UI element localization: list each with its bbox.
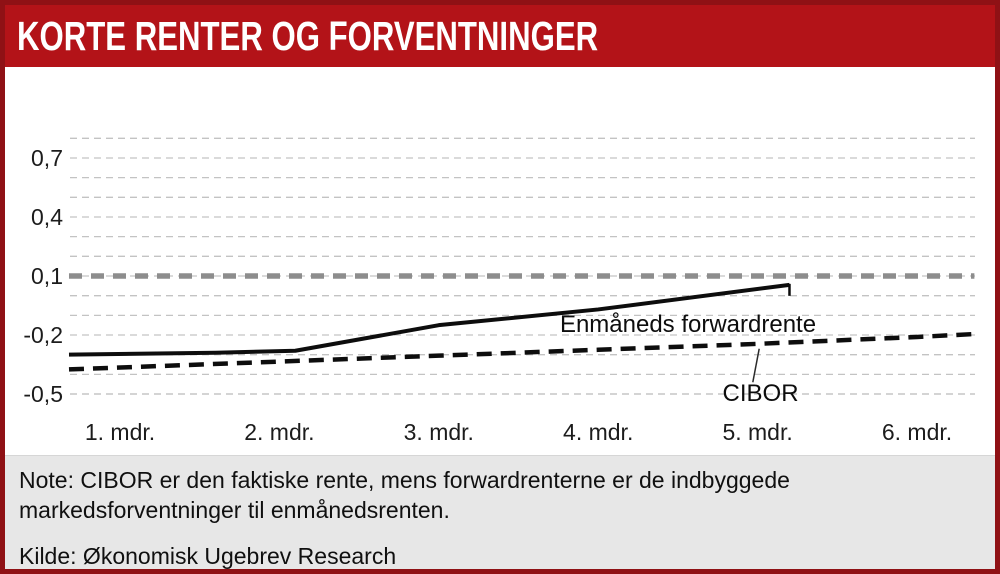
chart-header: KORTE RENTER OG FORVENTNINGER [5, 5, 995, 67]
chart-area: 0,7 0,4 0,1 -0,2 -0,5 1. mdr. 2. mdr. 3. mdr. 4.… [5, 67, 995, 455]
x-tick-label: 2. mdr. [244, 419, 314, 445]
line-chart: 0,7 0,4 0,1 -0,2 -0,5 1. mdr. 2. mdr. 3. mdr. 4.… [23, 137, 975, 445]
y-tick-label: -0,2 [23, 322, 63, 348]
y-tick-label: -0,5 [23, 381, 63, 407]
note-text: Note: CIBOR er den faktiske rente, mens … [19, 467, 790, 524]
note-area: Note: CIBOR er den faktiske rente, mens … [5, 455, 995, 569]
series-label: CIBOR [723, 380, 799, 407]
source-text: Kilde: Økonomisk Ugebrev Research [19, 542, 397, 569]
x-tick-label: 1. mdr. [85, 419, 155, 445]
series-solid [68, 282, 790, 357]
x-tick-label: 4. mdr. [563, 419, 633, 445]
annotation-leader [752, 348, 760, 383]
y-tick-label: 0,4 [31, 204, 63, 230]
series-dashed [68, 331, 975, 372]
y-tick-label: 0,1 [31, 263, 63, 289]
y-tick-label: 0,7 [31, 145, 63, 171]
series-label: Enmåneds forwardrente [560, 311, 816, 338]
x-tick-label: 6. mdr. [882, 419, 952, 445]
x-tick-label: 3. mdr. [404, 419, 474, 445]
chart-title: KORTE RENTER OG FORVENTNINGER [17, 12, 599, 59]
x-tick-label: 5. mdr. [722, 419, 792, 445]
